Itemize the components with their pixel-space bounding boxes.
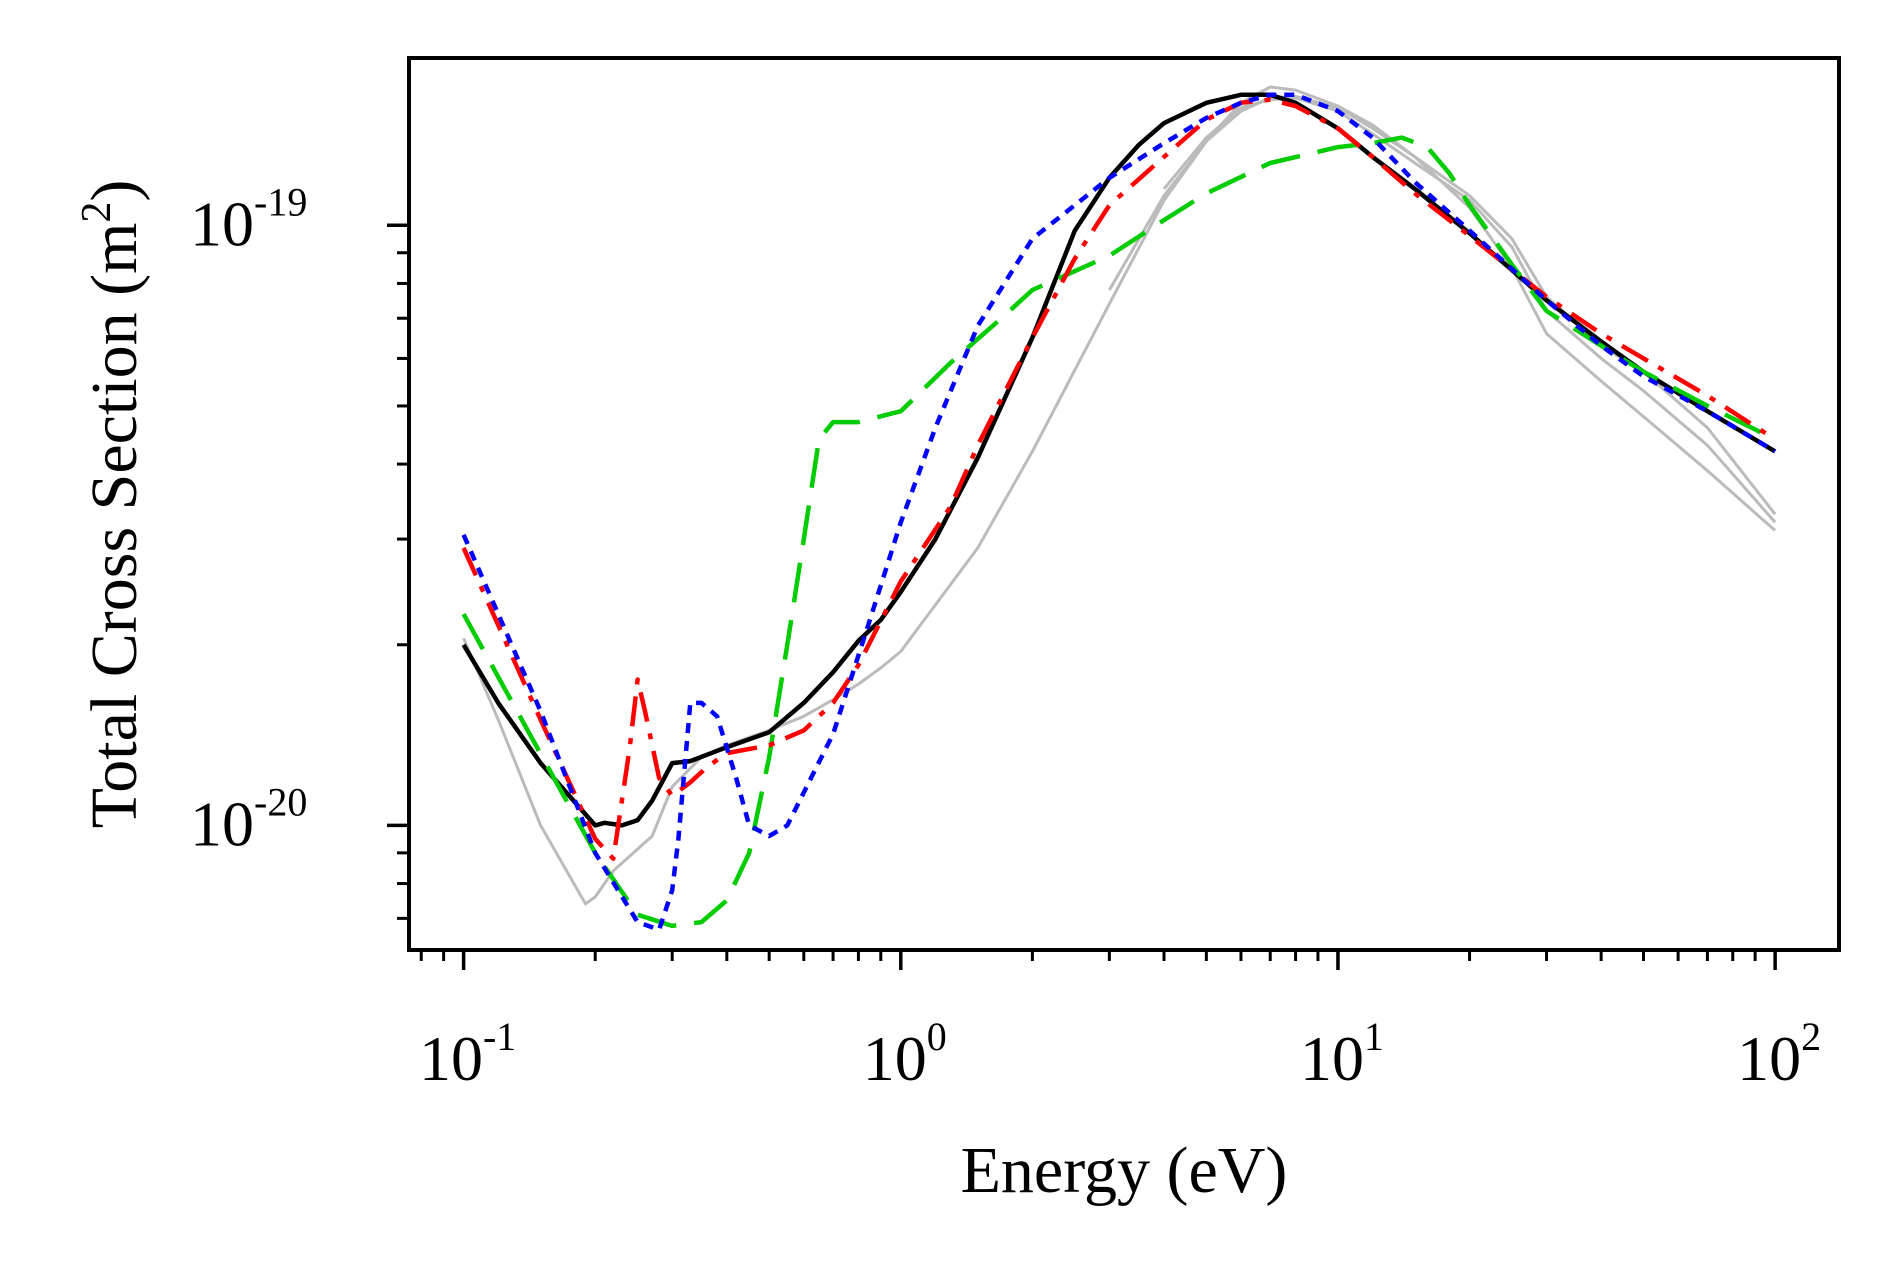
y-axis-label-sup: 2 <box>74 202 120 223</box>
y-axis-label-end: ) <box>78 180 151 202</box>
y-axis-ticks: 10-20 10-19 <box>190 179 409 920</box>
series-line-model-black <box>461 92 1777 828</box>
plot-frame <box>407 56 1841 952</box>
y-axis-label: Total Cross Section (m2) <box>74 180 151 829</box>
x-axis-ticks: 10-1 100 101 102 <box>419 950 1821 1094</box>
series-line-model-blue <box>461 92 1777 933</box>
series-layer <box>461 85 1777 933</box>
series-line-reference-3 <box>1162 96 1777 524</box>
y-axis-label-base: Total Cross Section (m <box>78 223 151 829</box>
x-tick-label: 100 <box>863 1014 947 1094</box>
x-axis-label: Energy (eV) <box>961 1134 1288 1207</box>
series-line-reference-1 <box>462 85 1777 906</box>
x-tick-label: 10-1 <box>419 1014 516 1094</box>
series-line-model-red <box>461 97 1777 861</box>
series-line-model-green <box>461 135 1777 929</box>
y-tick-label: 10-19 <box>190 179 307 259</box>
series-line-reference-2 <box>1108 94 1777 516</box>
x-tick-label: 101 <box>1300 1014 1384 1094</box>
y-tick-label: 10-20 <box>190 779 307 859</box>
x-tick-label: 102 <box>1737 1014 1821 1094</box>
